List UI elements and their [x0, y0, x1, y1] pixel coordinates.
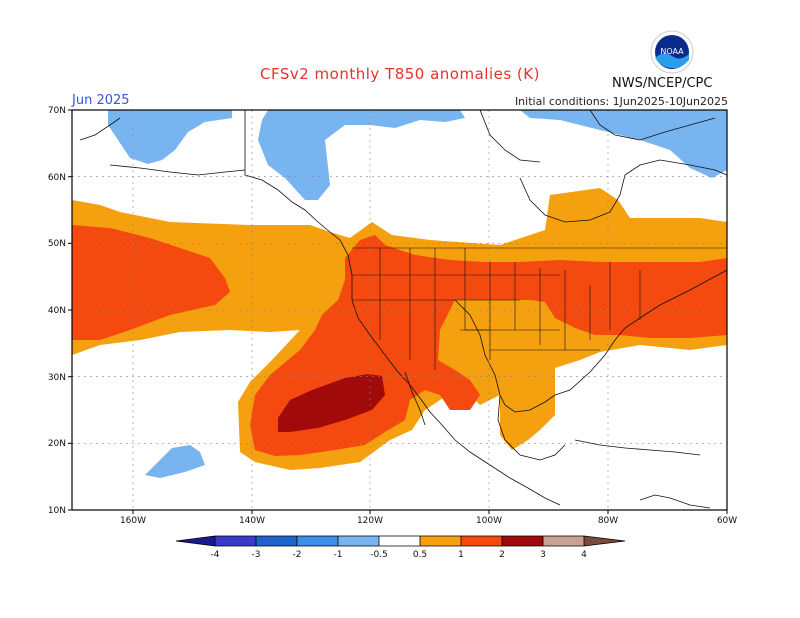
graticule [72, 110, 727, 510]
colorbar-label: -3 [252, 550, 261, 560]
colorbar-segment [420, 536, 461, 546]
colorbar-label: -4 [211, 550, 220, 560]
colorbar-segment [256, 536, 297, 546]
lon-label: 120W [357, 516, 383, 526]
colorbar-label: 1 [458, 550, 464, 560]
lon-label: 140W [239, 516, 265, 526]
noaa-logo-icon: NOAA [650, 30, 694, 74]
colorbar-segment [543, 536, 584, 546]
colorbar-label: 3 [540, 550, 546, 560]
colorbar-segment [338, 536, 379, 546]
colorbar-segment [584, 536, 625, 546]
lon-label: 80W [598, 516, 618, 526]
anomaly-fill-layer [72, 110, 727, 510]
colorbar-segment [502, 536, 543, 546]
colorbar-segment [215, 536, 256, 546]
colorbar-label: -2 [293, 550, 302, 560]
lat-label: 70N [48, 106, 66, 116]
colorbar-segment [297, 536, 338, 546]
svg-text:NOAA: NOAA [660, 47, 684, 56]
lat-label: 50N [48, 239, 66, 249]
colorbar-label: 2 [499, 550, 505, 560]
colorbar-label: -0.5 [370, 550, 388, 560]
colorbar-label: 4 [581, 550, 587, 560]
lon-label: 100W [476, 516, 502, 526]
axis-ticks [68, 109, 728, 514]
colorbar-segment [379, 536, 420, 546]
state-borders [352, 247, 727, 370]
lon-label: 60W [717, 516, 737, 526]
lat-label: 40N [48, 306, 66, 316]
lat-label: 10N [48, 506, 66, 516]
lat-label: 20N [48, 439, 66, 449]
colorbar-segment [176, 536, 215, 546]
colorbar-segment [461, 536, 502, 546]
initial-conditions: Initial conditions: 1Jun2025-10Jun2025 [514, 95, 728, 108]
colorbar [175, 535, 626, 547]
forecast-month: Jun 2025 [72, 93, 130, 108]
lon-label: 160W [120, 516, 146, 526]
lat-label: 60N [48, 173, 66, 183]
map-title: CFSv2 monthly T850 anomalies (K) [260, 65, 540, 83]
agency-label: NWS/NCEP/CPC [612, 76, 713, 91]
colorbar-label: -1 [334, 550, 343, 560]
lat-label: 30N [48, 373, 66, 383]
coastlines [79, 110, 727, 509]
colorbar-label: 0.5 [413, 550, 427, 560]
